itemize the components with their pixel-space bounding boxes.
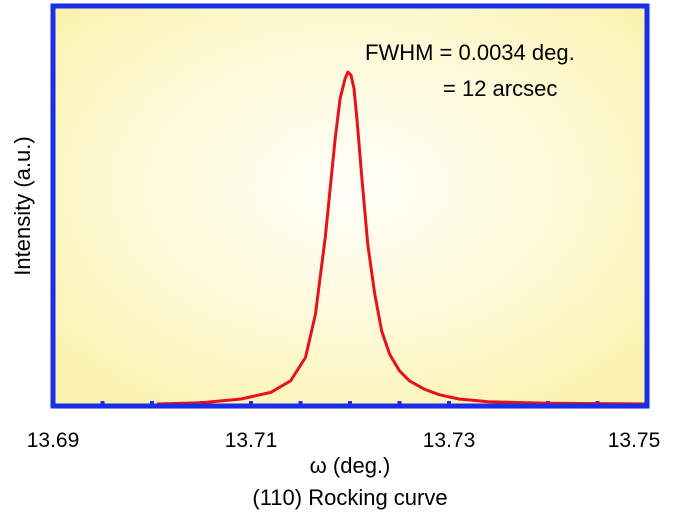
chart-caption: (110) Rocking curve xyxy=(252,485,447,510)
plot-background xyxy=(53,6,647,406)
x-axis-label: ω (deg.) xyxy=(310,453,391,478)
x-tick-label: 13.73 xyxy=(423,429,476,452)
annotation-arcsec: = 12 arcsec xyxy=(443,76,557,101)
x-tick-label: 13.71 xyxy=(225,429,278,452)
y-axis-label: Intensity (a.u.) xyxy=(10,136,35,275)
x-tick-label: 13.75 xyxy=(608,429,661,452)
plot-frame xyxy=(50,3,650,409)
series-line xyxy=(156,70,648,406)
annotation-fwhm: FWHM = 0.0034 deg. xyxy=(365,40,575,65)
x-tick-label: 13.69 xyxy=(27,429,80,452)
x-tick-labels: 13.69 13.71 13.73 13.75 xyxy=(27,429,661,452)
